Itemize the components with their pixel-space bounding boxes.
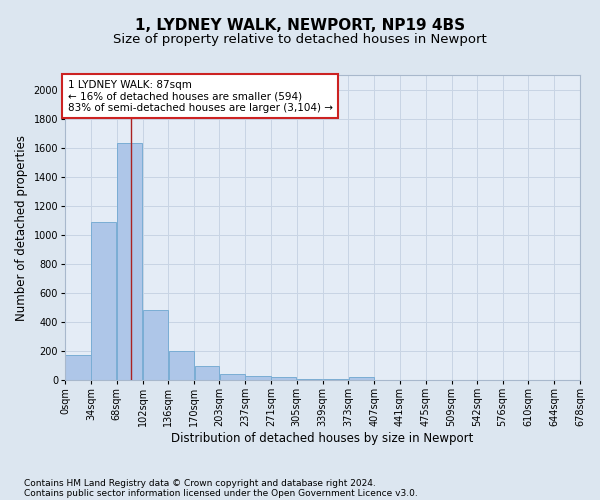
Text: 1, LYDNEY WALK, NEWPORT, NP19 4BS: 1, LYDNEY WALK, NEWPORT, NP19 4BS [135,18,465,32]
Text: Contains HM Land Registry data © Crown copyright and database right 2024.: Contains HM Land Registry data © Crown c… [24,478,376,488]
Bar [65,356,91,380]
Bar [271,377,296,380]
Text: Contains public sector information licensed under the Open Government Licence v3: Contains public sector information licen… [24,488,418,498]
Bar [91,222,116,380]
Bar [117,144,142,380]
X-axis label: Distribution of detached houses by size in Newport: Distribution of detached houses by size … [172,432,474,445]
Bar [245,376,271,380]
Text: Size of property relative to detached houses in Newport: Size of property relative to detached ho… [113,32,487,46]
Bar [349,377,374,380]
Bar [143,310,168,380]
Bar [220,374,245,380]
Y-axis label: Number of detached properties: Number of detached properties [15,134,28,320]
Bar [194,366,219,380]
Text: 1 LYDNEY WALK: 87sqm
← 16% of detached houses are smaller (594)
83% of semi-deta: 1 LYDNEY WALK: 87sqm ← 16% of detached h… [68,80,332,113]
Bar [169,351,194,380]
